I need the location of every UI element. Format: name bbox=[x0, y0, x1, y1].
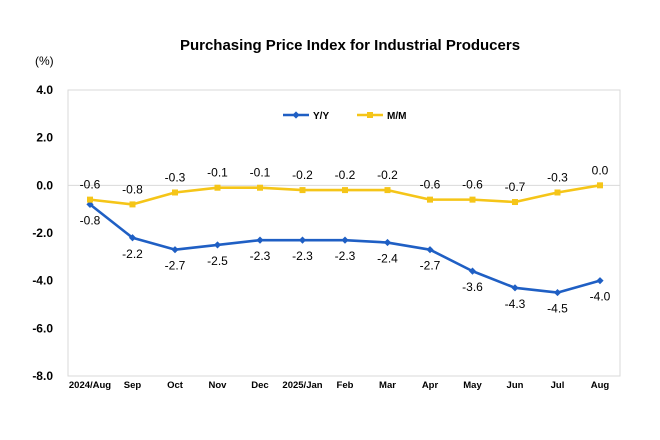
data-label-yy: -2.4 bbox=[377, 252, 398, 266]
data-label-yy: -4.3 bbox=[505, 297, 526, 311]
data-point-yy bbox=[553, 288, 562, 297]
x-tick-label: Aug bbox=[591, 380, 610, 391]
data-label-mm: -0.8 bbox=[122, 182, 143, 196]
y-tick-label: -8.0 bbox=[32, 369, 53, 383]
data-label-mm: -0.7 bbox=[505, 180, 526, 194]
data-point-mm bbox=[554, 189, 561, 196]
x-tick-label: Sep bbox=[124, 380, 142, 391]
y-tick-label: 0.0 bbox=[36, 178, 53, 192]
data-label-mm: -0.6 bbox=[462, 178, 483, 192]
data-label-yy: -2.5 bbox=[207, 254, 228, 268]
x-tick-label: 2024/Aug bbox=[69, 380, 111, 391]
data-label-mm: -0.1 bbox=[207, 166, 228, 180]
data-point-yy bbox=[341, 236, 349, 244]
data-point-yy bbox=[298, 236, 307, 244]
data-label-mm: -0.3 bbox=[547, 170, 568, 184]
legend-marker-yy bbox=[292, 111, 300, 119]
data-point-yy bbox=[171, 246, 179, 254]
data-label-yy: -2.3 bbox=[335, 249, 356, 263]
data-label-mm: -0.2 bbox=[335, 168, 356, 182]
chart-title: Purchasing Price Index for Industrial Pr… bbox=[180, 37, 520, 54]
x-tick-label: Nov bbox=[209, 380, 228, 391]
data-label-yy: -4.0 bbox=[590, 290, 611, 304]
data-point-mm bbox=[427, 196, 433, 203]
data-label-yy: -2.3 bbox=[292, 249, 313, 263]
data-point-yy bbox=[128, 234, 137, 242]
data-label-yy: -2.2 bbox=[122, 247, 143, 261]
data-point-yy bbox=[256, 236, 264, 244]
data-label-yy: -0.8 bbox=[80, 213, 101, 227]
y-axis: 4.0 2.0 0.0 -2.0 -4.0 -6.0 -8.0 bbox=[32, 83, 53, 383]
x-tick-label: May bbox=[463, 380, 482, 391]
data-label-yy: -3.6 bbox=[462, 280, 483, 294]
data-point-mm bbox=[597, 182, 603, 189]
data-label-mm: -0.2 bbox=[377, 168, 398, 182]
data-point-mm bbox=[469, 196, 476, 203]
data-point-yy bbox=[383, 238, 392, 247]
x-axis: 2024/Aug Sep Oct Nov Dec 2025/Jan Feb Mar Apr May… bbox=[69, 380, 610, 391]
y-tick-label: -4.0 bbox=[32, 274, 53, 288]
y-tick-label: 2.0 bbox=[36, 131, 53, 145]
x-tick-label: 2025/Jan bbox=[282, 380, 322, 391]
legend-marker-mm bbox=[367, 112, 373, 118]
data-label-yy: -2.7 bbox=[420, 259, 441, 273]
x-tick-label: Oct bbox=[167, 380, 184, 391]
legend: Y/Y M/M bbox=[283, 111, 406, 122]
data-point-yy bbox=[511, 284, 519, 292]
y-tick-label: 4.0 bbox=[36, 83, 53, 97]
data-label-mm: 0.0 bbox=[592, 163, 609, 177]
y-axis-unit-label: (%) bbox=[35, 54, 54, 68]
x-tick-label: Mar bbox=[379, 380, 396, 391]
data-point-yy bbox=[468, 267, 477, 275]
data-point-mm bbox=[384, 187, 391, 194]
x-tick-label: Jun bbox=[507, 380, 524, 391]
data-point-mm bbox=[87, 196, 93, 203]
data-label-yy: -2.3 bbox=[250, 249, 271, 263]
x-tick-label: Feb bbox=[337, 380, 354, 391]
x-tick-label: Jul bbox=[551, 380, 565, 391]
data-point-mm bbox=[299, 187, 306, 194]
data-point-yy bbox=[213, 241, 222, 249]
data-label-yy: -2.7 bbox=[165, 259, 186, 273]
data-point-mm bbox=[129, 201, 136, 208]
data-label-mm: -0.1 bbox=[250, 166, 271, 180]
data-point-mm bbox=[257, 184, 263, 191]
data-labels: -0.8 -2.2 -2.7 -2.5 -2.3 -2.3 -2.3 -2.4 -2.7 -3.6… bbox=[80, 163, 611, 315]
y-tick-label: -6.0 bbox=[32, 321, 53, 335]
data-label-mm: -0.3 bbox=[165, 170, 186, 184]
data-label-mm: -0.6 bbox=[80, 178, 101, 192]
data-point-mm bbox=[342, 187, 348, 194]
data-point-mm bbox=[214, 184, 221, 191]
data-label-mm: -0.6 bbox=[420, 178, 441, 192]
y-tick-label: -2.0 bbox=[32, 226, 53, 240]
data-label-yy: -4.5 bbox=[547, 302, 568, 316]
x-tick-label: Apr bbox=[422, 380, 439, 391]
plot-area bbox=[67, 89, 621, 377]
data-point-mm bbox=[512, 199, 518, 206]
data-point-yy bbox=[426, 246, 434, 254]
legend-label-mm: M/M bbox=[387, 111, 406, 122]
data-point-mm bbox=[172, 189, 178, 196]
data-point-yy bbox=[596, 277, 604, 285]
data-label-mm: -0.2 bbox=[292, 168, 313, 182]
series-layer bbox=[86, 182, 604, 297]
legend-label-yy: Y/Y bbox=[313, 111, 329, 122]
x-tick-label: Dec bbox=[251, 380, 268, 391]
